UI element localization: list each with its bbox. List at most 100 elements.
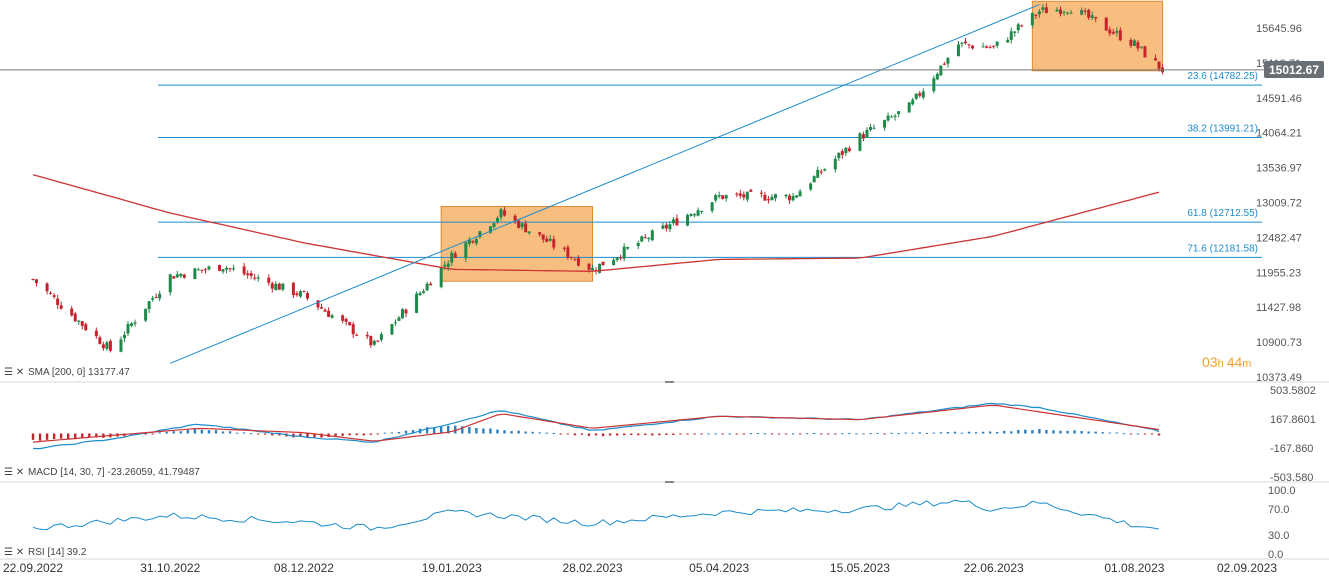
candle-body: [203, 269, 207, 271]
candle-body: [355, 334, 359, 336]
candle-body: [327, 310, 331, 317]
candle-body: [439, 267, 443, 288]
candle-body: [101, 344, 105, 349]
candle-body: [253, 277, 257, 279]
rsi-legend[interactable]: ☰ ✕ RSI [14] 39.2: [4, 547, 87, 558]
macd-histogram-bar: [531, 431, 534, 434]
candle-body: [474, 238, 478, 244]
candle-body: [911, 99, 915, 105]
macd-histogram-bar: [967, 431, 971, 434]
candle-body: [429, 283, 433, 286]
candle-body: [200, 269, 204, 271]
macd-histogram-bar: [31, 433, 35, 440]
candle-body: [35, 279, 39, 284]
candle-body: [351, 324, 355, 335]
candle-body: [1044, 7, 1048, 14]
candle-body: [710, 202, 714, 211]
candle-body: [840, 151, 844, 155]
candle-body: [890, 116, 894, 118]
candle-body: [985, 46, 989, 48]
macd-histogram-bar: [658, 433, 661, 436]
macd-histogram-bar: [1122, 433, 1126, 435]
macd-histogram-bar: [1129, 433, 1133, 435]
time-tick-label: 15.05.2023: [830, 561, 890, 575]
candle-body: [541, 234, 545, 240]
candle-body: [453, 253, 457, 258]
macd-histogram-bar: [390, 432, 394, 434]
candle-body: [527, 231, 531, 234]
macd-histogram-bar: [559, 433, 563, 435]
candle-body: [1069, 12, 1073, 14]
candle-body: [242, 266, 246, 275]
candle-body: [668, 224, 672, 230]
candle-body: [770, 196, 774, 201]
current-price-badge: 15012.67: [1264, 61, 1324, 78]
macd-histogram-bar: [918, 432, 921, 434]
candle-body: [738, 193, 742, 196]
macd-histogram-bar: [179, 431, 182, 434]
sma-legend-icons[interactable]: ☰ ✕: [4, 367, 24, 378]
sma-legend[interactable]: ☰ ✕ SMA [200, 0] 13177.47: [4, 367, 130, 378]
candle-body: [1062, 11, 1066, 13]
candle-body: [122, 334, 126, 339]
candle-body: [1087, 9, 1091, 18]
candle-body: [1118, 30, 1122, 41]
macd-histogram-bar: [292, 433, 295, 438]
candle-body: [745, 191, 749, 200]
candle-body: [647, 238, 651, 240]
price-tick-label: 11427.98: [1256, 302, 1301, 314]
fib-level-label: 23.6 (14782.25): [1187, 71, 1258, 82]
candle-body: [1132, 40, 1136, 46]
macd-legend[interactable]: ☰ ✕ MACD [14, 30, 7] -23.26059, 41.79487: [4, 467, 200, 478]
macd-histogram-bar: [890, 432, 893, 434]
highlight-box: [1031, 0, 1164, 72]
candle-body: [133, 322, 137, 324]
macd-histogram-bar: [777, 433, 781, 435]
macd-histogram-bar: [517, 430, 520, 434]
macd-histogram-bar: [59, 433, 63, 439]
macd-histogram-bar: [686, 433, 689, 435]
trend-line[interactable]: [170, 4, 1040, 364]
candle-body: [858, 133, 862, 151]
fibonacci-levels[interactable]: 23.6 (14782.25) 38.2 (13991.21) 61.8 (1271…: [158, 71, 1262, 258]
candle-body: [664, 224, 668, 229]
macd-histogram-bar: [622, 433, 626, 436]
macd-histogram-bar: [545, 432, 548, 434]
time-tick-label: 05.04.2023: [689, 561, 749, 575]
macd-histogram-bar: [876, 432, 879, 434]
macd-histogram-bar: [855, 433, 858, 435]
candle-body: [763, 194, 767, 201]
macd-histogram-bar: [425, 427, 429, 434]
candle-body: [246, 273, 250, 276]
macd-histogram-bar: [974, 432, 978, 434]
candle-body: [415, 293, 419, 313]
candle-body: [552, 239, 556, 248]
candle-body: [773, 194, 777, 199]
candle-body: [956, 44, 960, 57]
candle-body: [443, 264, 447, 267]
rsi-legend-icons[interactable]: ☰ ✕: [4, 547, 24, 558]
macd-histogram-bar: [925, 432, 928, 434]
candle-body: [661, 225, 665, 229]
candle-body: [492, 223, 496, 228]
macd-legend-icons[interactable]: ☰ ✕: [4, 467, 24, 478]
candle-body: [344, 319, 348, 322]
macd-line: [32, 402, 1160, 450]
candle-body: [696, 210, 700, 216]
candle-body: [819, 171, 823, 173]
candle-body: [897, 111, 901, 115]
macd-histogram-bar: [376, 433, 380, 435]
candle-body: [861, 134, 865, 139]
candle-body: [816, 169, 820, 178]
macd-histogram-bar: [510, 431, 513, 434]
macd-histogram-bar: [630, 433, 633, 435]
candle-body: [971, 45, 975, 49]
price-tick-label: 14591.46: [1256, 93, 1302, 105]
macd-histogram-bar: [883, 433, 886, 435]
candle-body: [1157, 61, 1161, 69]
candle-body: [1154, 58, 1158, 61]
candle-body: [84, 324, 88, 331]
candle-body: [499, 209, 503, 218]
candle-body: [1066, 12, 1070, 14]
